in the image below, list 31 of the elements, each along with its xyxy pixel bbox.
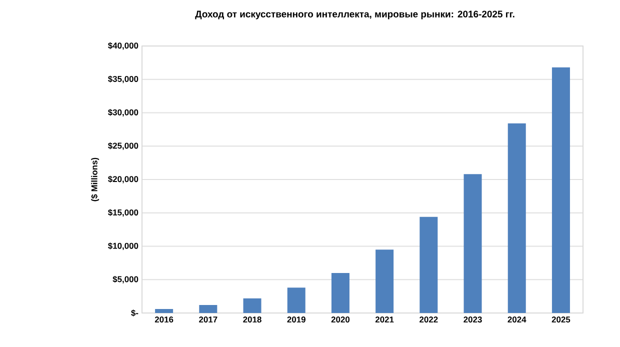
bar xyxy=(243,298,262,313)
y-tick-label: $10,000 xyxy=(108,242,138,250)
x-tick-label: 2021 xyxy=(375,316,394,323)
y-tick-label: $40,000 xyxy=(108,42,138,50)
y-tick-label: $5,000 xyxy=(112,276,138,284)
x-tick-label: 2018 xyxy=(243,316,262,323)
x-tick-label: 2024 xyxy=(508,316,526,323)
y-tick-label: $30,000 xyxy=(108,108,138,117)
x-tick-label: 2017 xyxy=(199,316,218,323)
y-tick-label: $20,000 xyxy=(108,176,138,184)
x-tick-label: 2016 xyxy=(154,316,174,323)
bar xyxy=(376,250,394,313)
bar xyxy=(287,288,306,313)
x-tick-label: 2025 xyxy=(552,316,570,323)
bar xyxy=(508,123,526,313)
x-tick-label: 2020 xyxy=(331,316,350,323)
chart-title: Доход от искусственного интеллекта, мировые рынки: 2016-2025 гг. xyxy=(195,10,514,20)
y-axis-title: ($ Millions) xyxy=(90,158,100,202)
bar xyxy=(199,304,218,313)
y-tick-label: $15,000 xyxy=(108,209,138,217)
x-tick-label: 2019 xyxy=(287,316,306,323)
bar xyxy=(552,67,570,313)
bar xyxy=(420,216,438,313)
y-tick-label: $25,000 xyxy=(108,142,138,150)
x-tick-label: 2023 xyxy=(464,316,482,323)
y-tick-label: $35,000 xyxy=(108,76,138,84)
x-tick-label: 2022 xyxy=(420,316,438,323)
bar xyxy=(331,272,350,313)
bar xyxy=(464,174,482,313)
bar xyxy=(155,308,174,313)
y-tick-label: $- xyxy=(131,310,138,316)
